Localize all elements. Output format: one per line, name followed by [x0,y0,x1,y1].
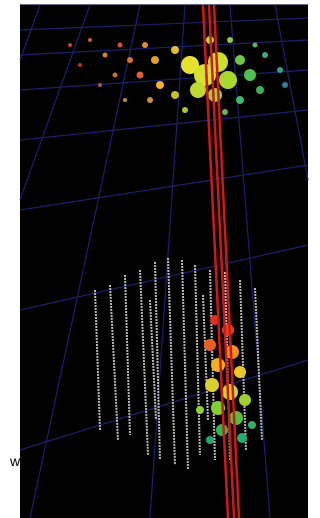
page: w (() => { const data = JSON.parse(docum… [0,0,320,518]
viewport [20,5,308,518]
event-display: w [0,0,320,518]
label: w [9,453,21,469]
